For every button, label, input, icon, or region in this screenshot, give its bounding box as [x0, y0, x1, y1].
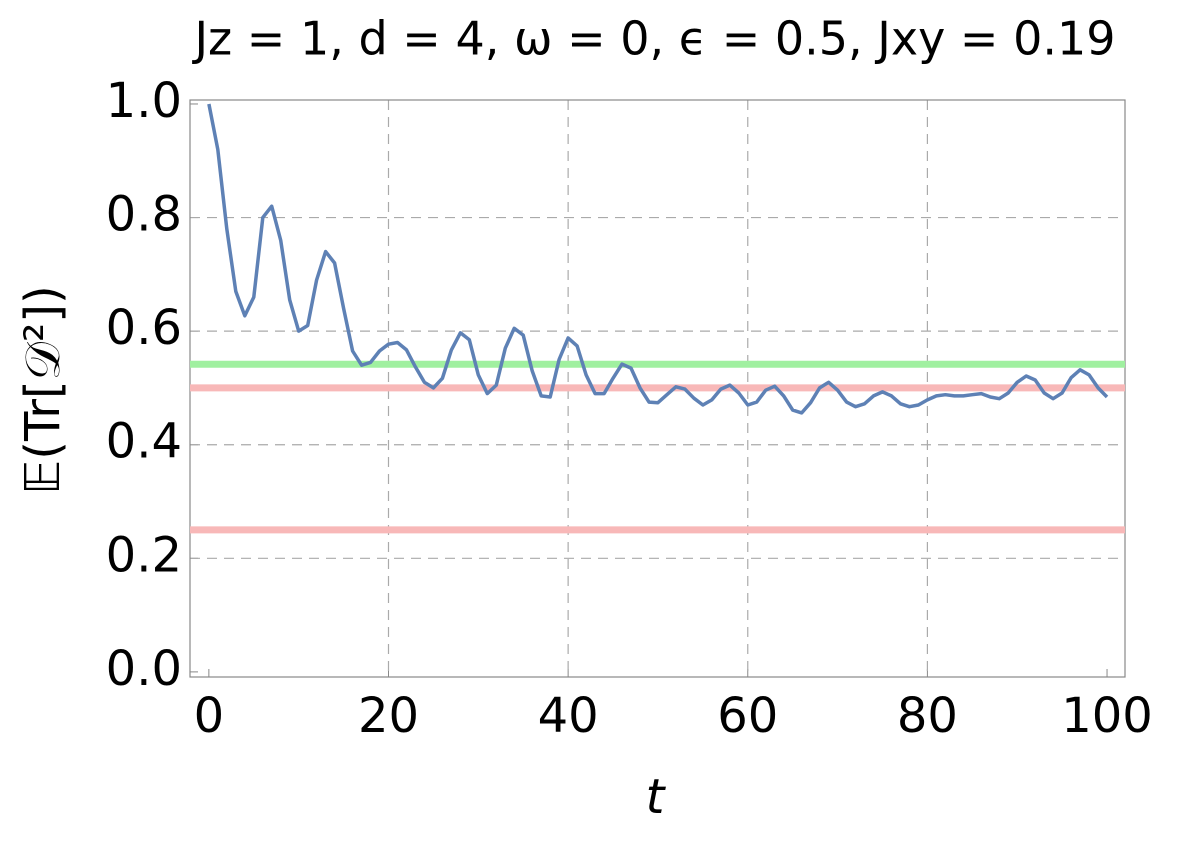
- y-axis-label: 𝔼(Tr[𝒟²]): [15, 285, 71, 494]
- y-tick-label: 0.0: [106, 641, 182, 697]
- x-tick-label: 80: [897, 688, 958, 744]
- chart-title: Jz = 1, d = 4, ω = 0, ϵ = 0.5, Jxy = 0.1…: [191, 12, 1115, 66]
- y-tick-label: 0.4: [106, 414, 182, 470]
- x-tick-label: 60: [717, 688, 778, 744]
- x-tick-label: 100: [1061, 688, 1153, 744]
- x-tick-label: 20: [358, 688, 419, 744]
- data-line: [207, 103, 1109, 415]
- x-axis-label: t: [646, 769, 667, 825]
- x-tick-label: 0: [194, 688, 225, 744]
- y-tick-label: 0.6: [106, 300, 182, 356]
- y-tick-label: 1.0: [106, 73, 182, 129]
- y-tick-label: 0.2: [106, 527, 182, 583]
- x-tick-label: 40: [538, 688, 599, 744]
- y-tick-label: 0.8: [106, 187, 182, 243]
